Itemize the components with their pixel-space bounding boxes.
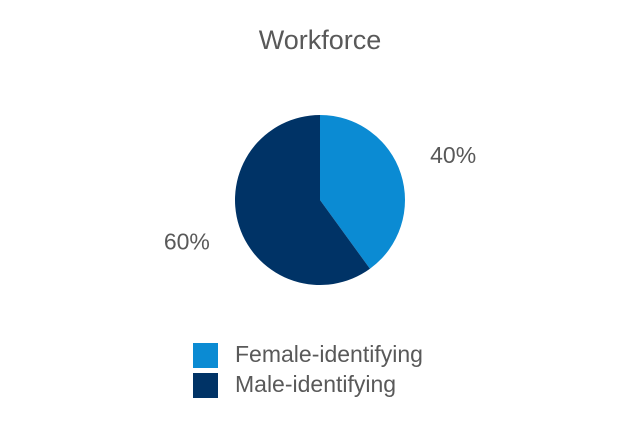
legend-swatch <box>193 343 218 368</box>
data-label: 60% <box>164 228 210 254</box>
data-label: 40% <box>430 142 476 168</box>
chart-title: Workforce <box>259 25 382 55</box>
legend-label: Female-identifying <box>235 341 423 367</box>
pie-slice <box>235 114 370 285</box>
legend-swatch <box>193 373 218 398</box>
legend-label: Male-identifying <box>235 371 396 397</box>
pie-slice <box>320 115 405 269</box>
